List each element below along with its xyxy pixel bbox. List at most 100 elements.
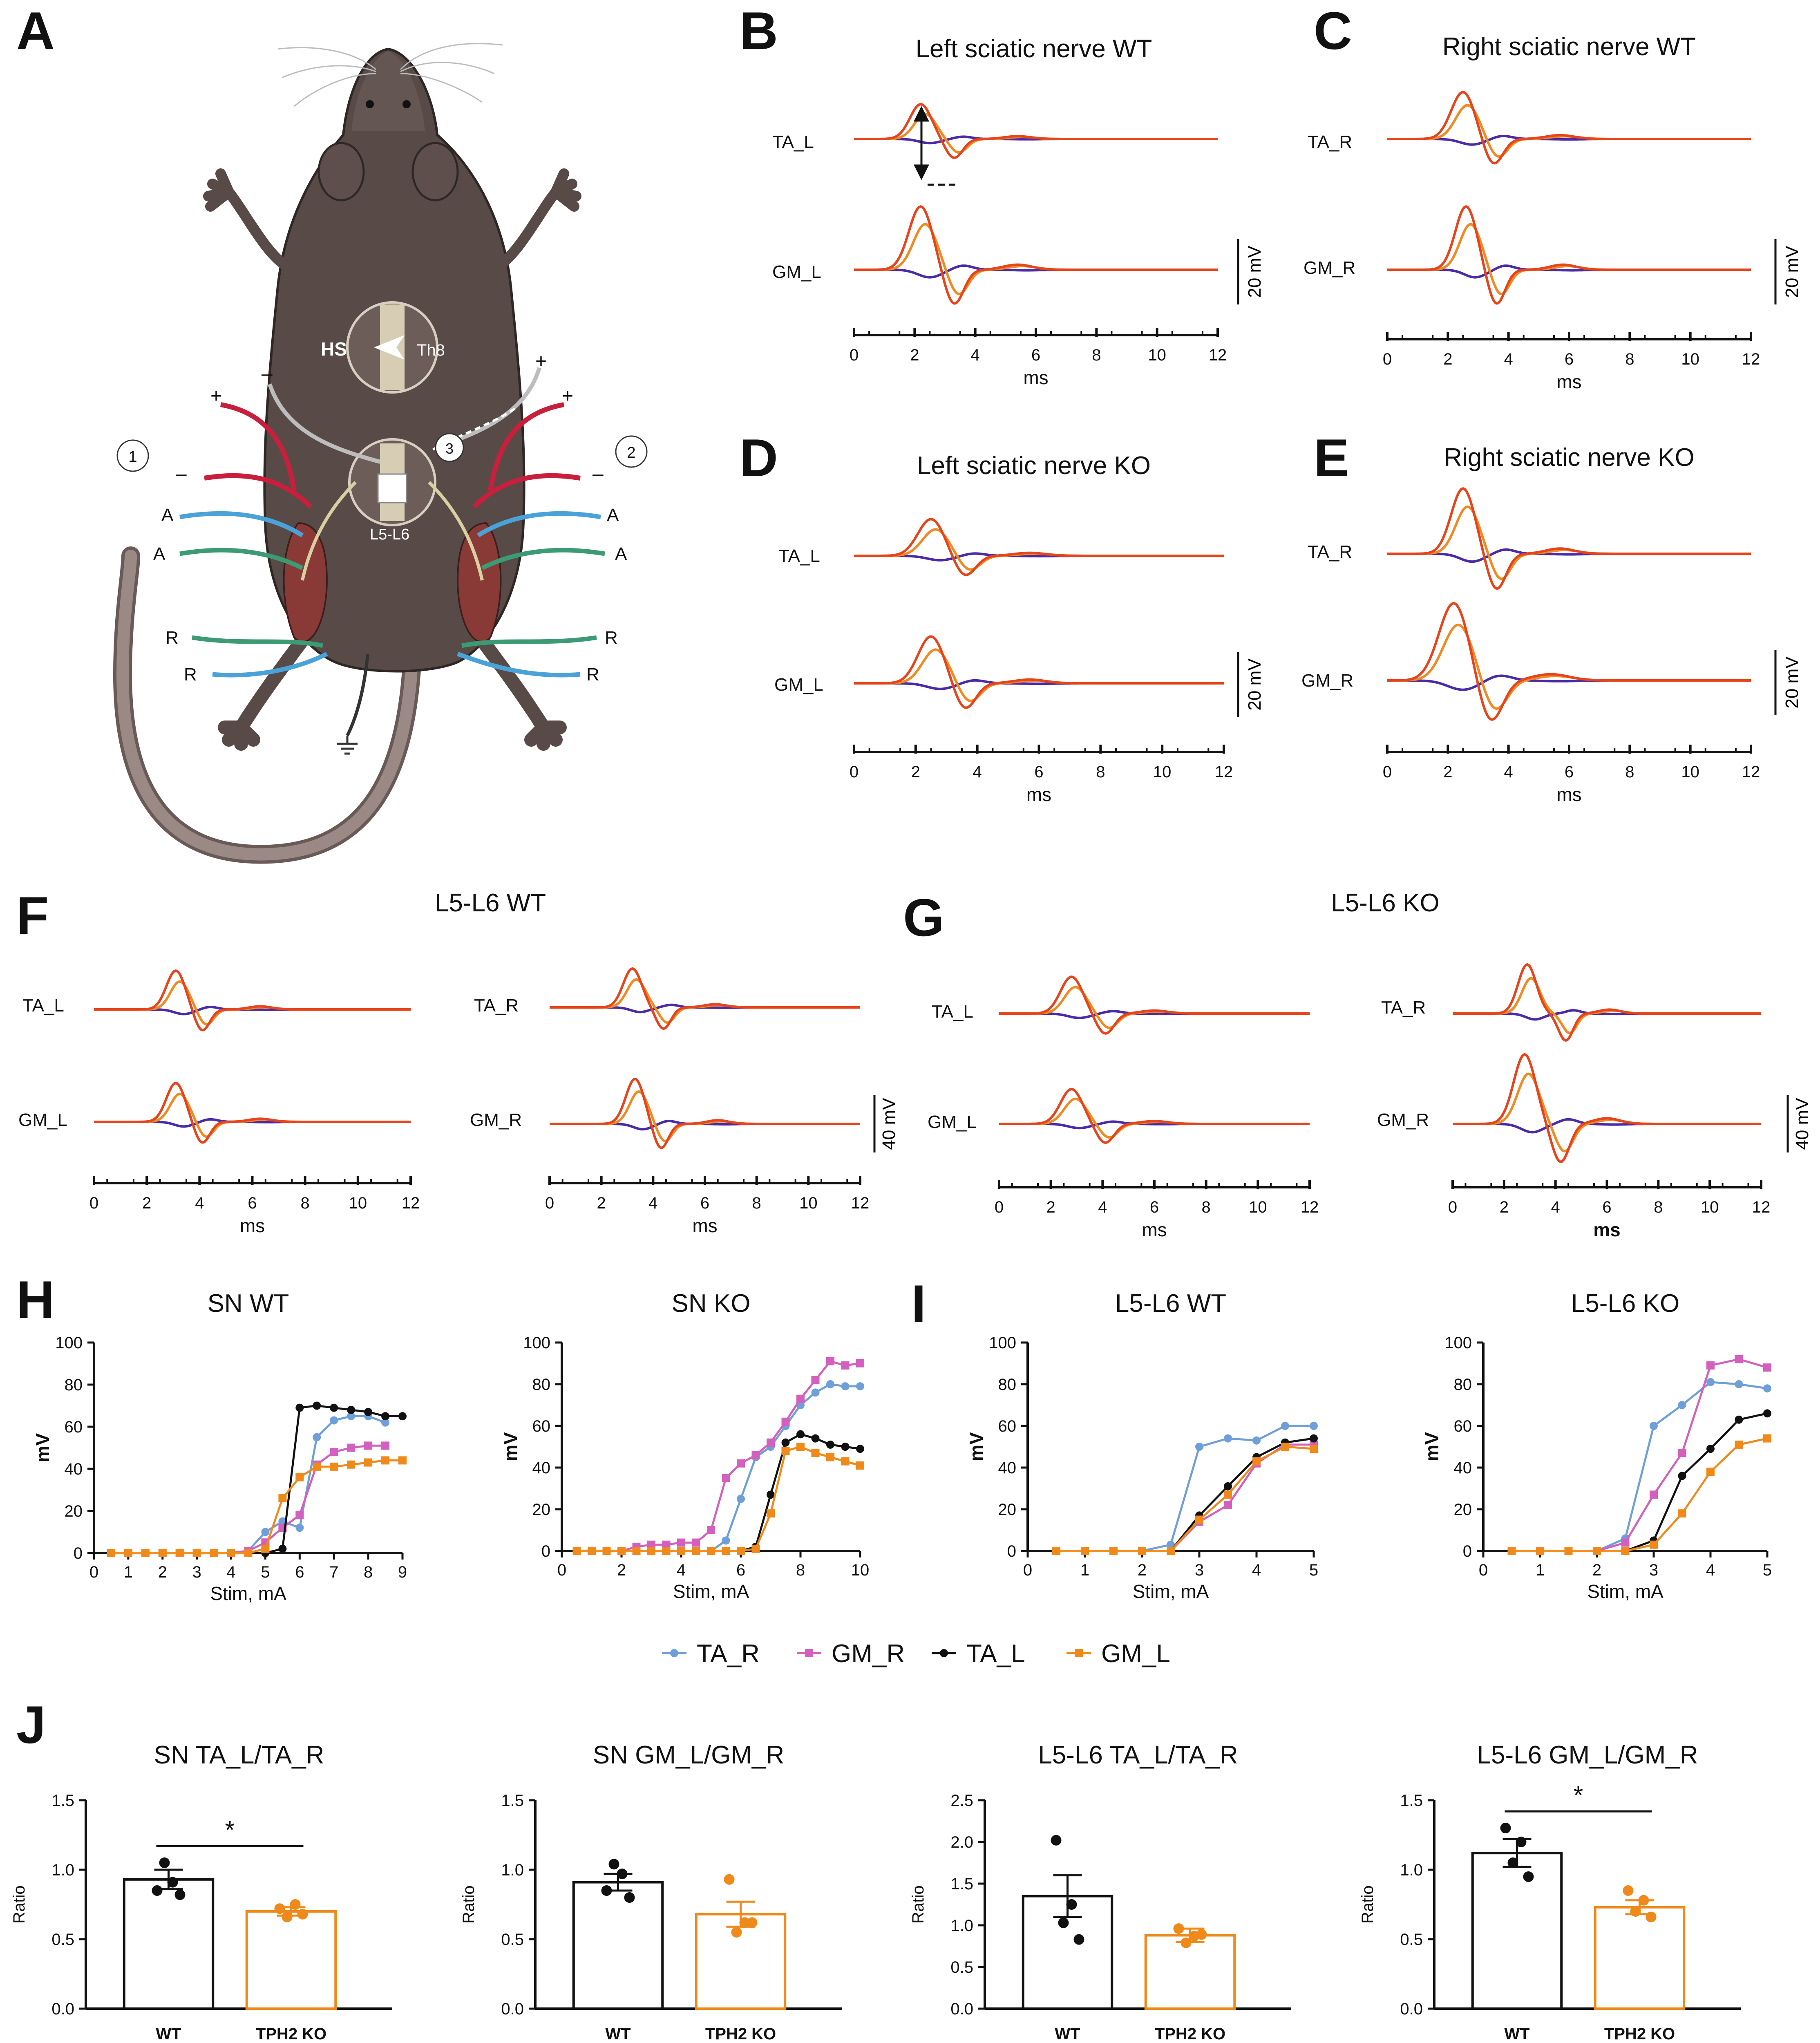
point-GM_L [707, 1547, 715, 1555]
label-a-right-1: A [607, 505, 619, 525]
point-TA_R [1224, 1434, 1232, 1443]
panel-b-top-label: TA_L [772, 132, 814, 152]
time-tick-label: 4 [973, 763, 982, 781]
point-TA_R [737, 1495, 745, 1503]
point-TA_R [330, 1416, 338, 1425]
point-TA_R [1706, 1378, 1715, 1386]
svg-text:2: 2 [627, 444, 635, 461]
panel-g-right-bottom: GM_R [1377, 1110, 1429, 1130]
time-axis-label: ms [1556, 371, 1581, 392]
trace-mid [94, 1092, 411, 1138]
series-line-GM_L [1511, 1437, 1768, 1552]
ground-icon [337, 736, 358, 755]
trace-high [1387, 205, 1751, 305]
chart-title: L5-L6 GM_L/GM_R [1477, 1741, 1698, 1769]
rat-ear-left [317, 142, 365, 201]
panel-c: C Right sciatic nerve WT TA_R GM_R 20 mV… [1304, 1, 1802, 392]
trace-high [854, 518, 1224, 576]
point-TA_R [1310, 1422, 1318, 1430]
panel-letter-e: E [1314, 428, 1349, 488]
panel-f-traces-lb [94, 1081, 411, 1144]
category-label: WT [1504, 2025, 1529, 2043]
panel-g-traces-rb [1453, 1053, 1761, 1163]
point-GM_L [856, 1461, 864, 1470]
panel-e-bottom-label: GM_R [1301, 671, 1353, 691]
x-tick-label: 5 [261, 1563, 270, 1581]
panel-b-traces-bottom [854, 205, 1218, 305]
y-tick-label: 1.0 [501, 1861, 524, 1879]
x-axis-label: Stim, mA [1133, 1581, 1209, 1602]
point-TA_R [722, 1536, 730, 1545]
time-tick-label: 8 [1625, 763, 1634, 781]
x-tick-label: 1 [124, 1563, 133, 1581]
panel-b: B Left sciatic nerve WT TA_L GM_L 20 mV … [740, 1, 1265, 388]
y-axis-label: Ratio [10, 1885, 28, 1923]
y-tick-label: 1.0 [950, 1917, 973, 1935]
panel-g-time-axis-left: 0 2 4 6 8 10 12 ms [995, 1180, 1319, 1240]
panel-g-left-bottom: GM_L [928, 1112, 977, 1132]
bar-ko [1144, 1934, 1236, 2010]
x-tick-label: 7 [329, 1563, 338, 1581]
point-GM_L [1763, 1434, 1771, 1443]
panel-f-traces-rt [550, 967, 860, 1030]
point-GM_L [692, 1547, 700, 1555]
point-GM_L [781, 1447, 790, 1455]
rat-muscle-right [456, 522, 502, 643]
y-axis-label: mV [500, 1432, 521, 1461]
time-tick-label: 2 [910, 346, 919, 364]
time-tick-label: 8 [1092, 346, 1101, 364]
label-a-left-2: A [153, 544, 165, 564]
svg-text:40 mV: 40 mV [1792, 1098, 1812, 1150]
y-tick-label: 40 [1454, 1459, 1472, 1477]
panel-e: E Right sciatic nerve KO TA_R GM_R 20 mV… [1301, 428, 1802, 805]
x-tick-label: 3 [192, 1563, 201, 1581]
hs-label: HS [321, 338, 347, 360]
chart-title: L5-L6 WT [1115, 1289, 1226, 1318]
point-GM_L [244, 1549, 253, 1557]
point-TA_R [1763, 1384, 1771, 1393]
point-TA_L [1706, 1445, 1715, 1453]
time-tick-label: 10 [1148, 346, 1166, 364]
point-GM_R [1224, 1501, 1232, 1509]
legend-label: GM_L [1101, 1640, 1170, 1668]
legend-label: TA_L [966, 1640, 1025, 1668]
point-TA_L [278, 1544, 287, 1553]
circle-3: 3 [435, 433, 464, 462]
y-tick-label: 40 [65, 1460, 83, 1478]
point-GM_L [330, 1462, 338, 1471]
data-point [174, 1889, 186, 1900]
y-tick-label: 60 [1454, 1417, 1472, 1435]
time-tick-label: 12 [1301, 1198, 1319, 1216]
point-GM_L [347, 1460, 356, 1469]
x-tick-label: 5 [1763, 1561, 1772, 1579]
point-TA_R [313, 1433, 321, 1441]
data-point [1507, 1857, 1518, 1868]
label-r-right-1: R [605, 628, 618, 648]
chart-sn-ko: SN KO 0 20 40 60 80 100 0 2 4 6 8 10 mV Stim, mA [500, 1289, 869, 1602]
category-label: TPH2 KO [705, 2025, 776, 2043]
time-tick-label: 8 [1625, 350, 1634, 368]
point-GM_L [1735, 1440, 1743, 1449]
svg-text:20 mV: 20 mV [1245, 246, 1265, 298]
circle-1: 1 [116, 439, 149, 472]
point-TA_R [381, 1418, 390, 1427]
trace-high [1387, 91, 1751, 165]
data-point [274, 1903, 285, 1914]
point-GM_L [1621, 1547, 1630, 1555]
time-tick-label: 4 [1098, 1198, 1107, 1216]
time-tick-label: 6 [1031, 346, 1040, 364]
data-point [167, 1877, 178, 1888]
time-axis-label: ms [692, 1215, 717, 1236]
data-point [617, 1868, 628, 1880]
series-line-GM_R [111, 1444, 386, 1554]
point-GM_L [1109, 1547, 1118, 1555]
data-point [1051, 1835, 1062, 1846]
series-line-TA_R [577, 1383, 860, 1552]
svg-text:20 mV: 20 mV [1245, 658, 1265, 711]
panel-c-title: Right sciatic nerve WT [1442, 33, 1696, 61]
point-GM_R [381, 1441, 390, 1450]
point-GM_L [192, 1549, 201, 1557]
y-tick-label: 80 [532, 1376, 551, 1394]
data-point [624, 1892, 635, 1903]
y-tick-label: 2.0 [950, 1833, 973, 1851]
